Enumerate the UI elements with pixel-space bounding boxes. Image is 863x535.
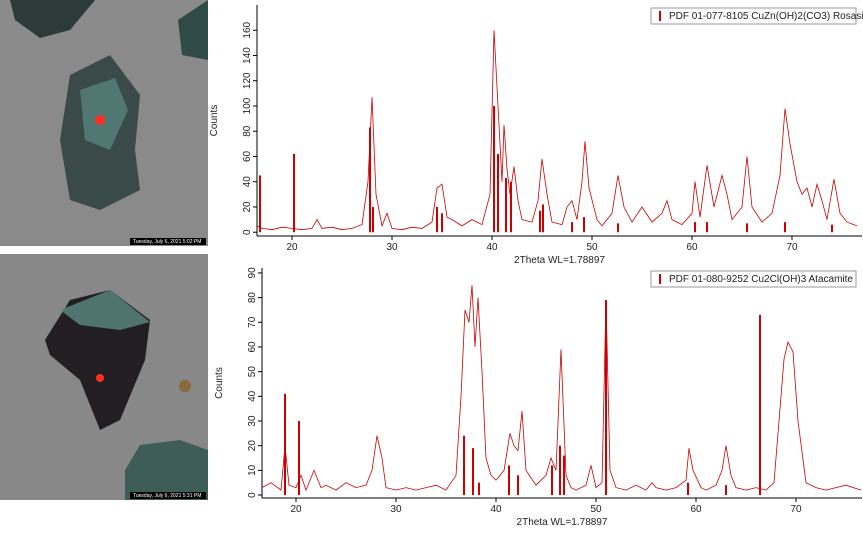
x-tick-label: 30 — [390, 504, 402, 515]
timestamp-box — [130, 492, 206, 499]
y-tick-label: 40 — [247, 390, 258, 402]
x-tick-label: 50 — [586, 242, 598, 253]
timestamp: Tuesday, July 6, 2021 5:31 PM — [133, 493, 201, 499]
legend-label: PDF 01-077-8105 CuZn(OH)2(CO3) Rosasite — [669, 11, 863, 22]
reference-stick — [784, 222, 786, 233]
y-tick-label: 40 — [242, 176, 253, 188]
reference-stick — [687, 482, 689, 496]
reference-stick — [478, 482, 480, 496]
y-tick-label: 140 — [242, 47, 253, 64]
reference-stick — [583, 217, 585, 233]
reference-stick — [563, 455, 565, 496]
x-tick-label: 40 — [490, 504, 502, 515]
y-tick-label: 50 — [247, 366, 258, 378]
legend-box — [650, 7, 857, 25]
reference-stick — [510, 181, 512, 233]
reference-stick — [505, 177, 507, 233]
y-tick-label: 0 — [247, 492, 258, 498]
x-axis-label: 2Theta WL=1.78897 — [514, 255, 605, 266]
x-tick-label: 70 — [790, 504, 802, 515]
y-tick-label: 60 — [242, 150, 253, 162]
x-tick-label: 40 — [486, 242, 498, 253]
grain — [179, 380, 191, 392]
reference-stick — [298, 421, 300, 496]
scan-line — [261, 285, 862, 492]
y-tick-label: 0 — [242, 229, 253, 235]
y-tick-label: 100 — [242, 97, 253, 114]
y-tick-label: 80 — [247, 292, 258, 304]
reference-stick — [284, 393, 286, 496]
rock — [178, 0, 208, 60]
reference-stick — [617, 223, 619, 233]
laser-spot — [96, 374, 104, 382]
x-tick-label: 50 — [590, 504, 602, 515]
reference-stick — [551, 465, 553, 496]
reference-stick — [725, 485, 727, 496]
x-tick-label: 20 — [286, 242, 298, 253]
y-axis-label: Counts — [209, 105, 220, 137]
y-tick-label: 30 — [247, 415, 258, 427]
reference-stick — [463, 435, 465, 496]
reference-stick — [369, 127, 371, 233]
rock-mineral — [60, 290, 150, 330]
y-tick-label: 70 — [247, 316, 258, 328]
chart: 0 20 40 60 80 100 120 140 160 20 30 40 50 60 70 2Theta … — [209, 5, 863, 266]
legend-swatch — [659, 11, 661, 21]
y-tick-label: 10 — [247, 464, 258, 476]
reference-stick — [542, 204, 544, 233]
reference-stick — [759, 314, 761, 496]
legend-box — [650, 270, 857, 288]
rock-mineral — [80, 78, 128, 150]
reference-stick — [372, 206, 374, 233]
reference-stick — [706, 222, 708, 233]
photo: Tuesday, July 6, 2021 5:31 PM — [0, 254, 208, 500]
reference-stick — [441, 213, 443, 233]
reference-stick — [497, 153, 499, 233]
reference-stick — [539, 210, 541, 233]
reference-stick — [259, 175, 261, 233]
reference-stick — [493, 105, 495, 233]
x-tick-label: 70 — [786, 242, 798, 253]
y-tick-label: 80 — [242, 125, 253, 137]
reference-stick — [559, 445, 561, 496]
y-tick-label: 60 — [247, 341, 258, 353]
x-axis-label: 2Theta WL=1.78897 — [517, 517, 608, 528]
laser-spot — [95, 115, 105, 125]
y-tick-label: 20 — [242, 201, 253, 213]
y-tick-label: 90 — [247, 267, 258, 279]
reference-stick — [517, 475, 519, 496]
reference-stick — [508, 465, 510, 496]
scan-line — [256, 30, 858, 231]
x-tick-label: 20 — [290, 504, 302, 515]
y-tick-label: 160 — [242, 21, 253, 38]
reference-stick — [831, 224, 833, 233]
x-tick-label: 30 — [386, 242, 398, 253]
chart: 0 10 20 30 40 50 60 70 80 90 20 30 40 50 60 70 2Theta WL… — [214, 267, 862, 528]
y-tick-label: 120 — [242, 72, 253, 89]
reference-stick — [571, 222, 573, 233]
reference-stick — [472, 448, 474, 496]
timestamp: Tuesday, July 6, 2021 5:02 PM — [133, 239, 201, 245]
photo: Tuesday, July 6, 2021 5:02 PM — [0, 0, 208, 246]
reference-stick — [694, 222, 696, 233]
reference-stick — [605, 300, 607, 496]
rock — [10, 0, 95, 38]
rock — [125, 440, 208, 500]
x-tick-label: 60 — [686, 242, 698, 253]
reference-stick — [436, 206, 438, 233]
legend-label: PDF 01-080-9252 Cu2Cl(OH)3 Atacamite — [669, 274, 853, 285]
reference-stick — [293, 153, 295, 233]
legend-swatch — [659, 274, 661, 284]
timestamp-box — [130, 238, 206, 245]
y-axis-label: Counts — [214, 367, 225, 399]
x-tick-label: 60 — [690, 504, 702, 515]
y-tick-label: 20 — [247, 440, 258, 452]
reference-stick — [746, 223, 748, 233]
